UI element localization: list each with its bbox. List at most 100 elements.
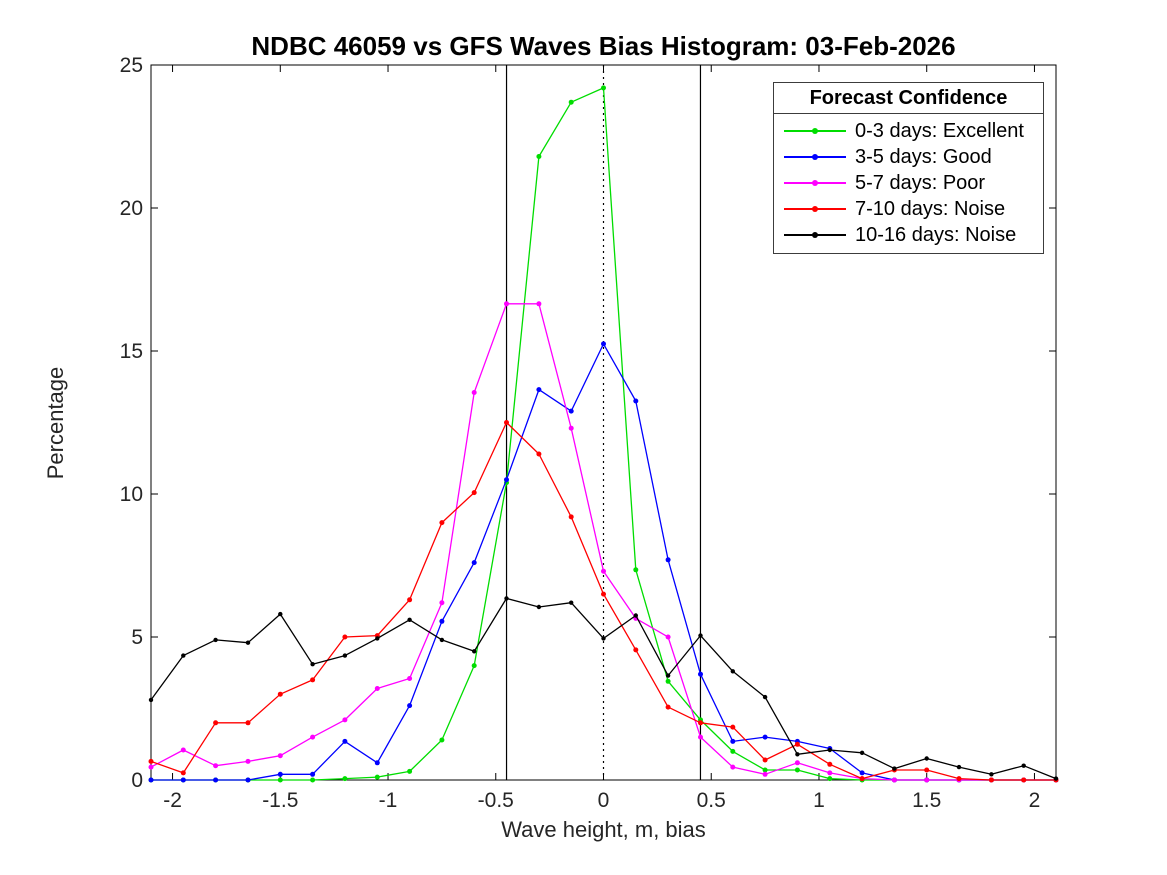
data-point-marker-10-16-days-noise <box>1053 776 1059 781</box>
data-point-marker-10-16-days-noise <box>569 600 574 605</box>
x-tick-label: -1 <box>379 789 398 812</box>
data-point-marker-5-7-days-poor <box>407 676 413 681</box>
legend-item: 5-7 days: Poor <box>774 170 1043 196</box>
data-point-marker-7-10-days-noise <box>827 761 833 767</box>
data-point-marker-3-5-days-good <box>407 703 413 709</box>
data-point-marker-7-10-days-noise <box>439 520 445 526</box>
data-point-marker-10-16-days-noise <box>1021 763 1026 768</box>
data-point-marker-0-3-days-excellent <box>794 767 800 773</box>
data-point-marker-3-5-days-good <box>471 560 477 566</box>
data-point-marker-7-10-days-noise <box>1021 777 1027 783</box>
legend-marker-dot <box>812 128 818 134</box>
x-tick-label: -0.5 <box>478 789 514 812</box>
legend-marker-dot <box>812 232 818 238</box>
y-tick-label: 5 <box>131 626 143 649</box>
data-point-marker-7-10-days-noise <box>924 767 930 773</box>
data-point-marker-10-16-days-noise <box>310 662 315 667</box>
data-point-marker-7-10-days-noise <box>794 741 800 747</box>
data-point-marker-3-5-days-good <box>504 477 509 483</box>
data-point-marker-0-3-days-excellent <box>471 663 477 669</box>
data-point-marker-3-5-days-good <box>859 770 865 776</box>
x-tick-label: 0.5 <box>697 789 726 812</box>
y-tick-label: 15 <box>120 340 143 363</box>
data-point-marker-5-7-days-poor <box>924 777 930 783</box>
data-point-marker-10-16-days-noise <box>278 611 283 617</box>
legend-item-label: 5-7 days: Poor <box>855 171 986 194</box>
data-point-marker-7-10-days-noise <box>245 720 251 726</box>
data-point-marker-10-16-days-noise <box>827 747 832 753</box>
data-point-marker-10-16-days-noise <box>536 604 542 610</box>
data-point-marker-7-10-days-noise <box>148 758 154 764</box>
legend-line-sample <box>784 230 846 240</box>
data-point-marker-7-10-days-noise <box>665 704 671 710</box>
data-point-marker-7-10-days-noise <box>180 770 186 776</box>
data-point-marker-0-3-days-excellent <box>633 567 639 573</box>
data-point-marker-5-7-days-poor <box>342 717 348 723</box>
data-point-marker-7-10-days-noise <box>407 597 413 603</box>
legend-line-sample <box>784 126 846 136</box>
legend-line-sample <box>784 152 846 162</box>
x-tick-label: -2 <box>163 789 182 812</box>
data-point-marker-7-10-days-noise <box>504 420 509 425</box>
data-point-marker-10-16-days-noise <box>989 772 994 777</box>
data-point-marker-3-5-days-good <box>342 738 348 744</box>
data-point-marker-7-10-days-noise <box>633 647 639 653</box>
data-point-marker-7-10-days-noise <box>536 451 542 457</box>
data-point-marker-3-5-days-good <box>665 557 671 563</box>
data-point-marker-7-10-days-noise <box>342 634 348 640</box>
legend-item: 0-3 days: Excellent <box>774 118 1043 144</box>
data-point-marker-5-7-days-poor <box>213 763 219 769</box>
data-point-marker-10-16-days-noise <box>439 637 445 643</box>
data-point-marker-10-16-days-noise <box>342 653 348 658</box>
legend-box: Forecast Confidence 0-3 days: Excellent 3… <box>773 82 1044 254</box>
y-tick-label: 25 <box>120 54 143 77</box>
data-point-marker-7-10-days-noise <box>310 677 316 683</box>
data-point-marker-10-16-days-noise <box>892 766 897 771</box>
data-point-marker-7-10-days-noise <box>730 724 736 730</box>
data-point-marker-10-16-days-noise <box>633 613 638 618</box>
data-point-marker-5-7-days-poor <box>504 301 509 307</box>
data-point-marker-0-3-days-excellent <box>277 777 283 783</box>
data-point-marker-7-10-days-noise <box>471 490 477 496</box>
y-tick-label: 0 <box>131 769 143 792</box>
data-point-marker-5-7-days-poor <box>827 770 833 776</box>
data-point-marker-7-10-days-noise <box>956 776 962 782</box>
data-point-marker-5-7-days-poor <box>665 634 671 640</box>
legend-item-label: 7-10 days: Noise <box>855 197 1006 220</box>
legend-item-label: 3-5 days: Good <box>855 145 992 168</box>
x-tick-label: 1 <box>813 789 825 812</box>
x-tick-label: 2 <box>1029 789 1041 812</box>
data-point-marker-7-10-days-noise <box>277 691 283 697</box>
data-point-marker-7-10-days-noise <box>213 720 219 726</box>
data-point-marker-3-5-days-good <box>180 777 186 783</box>
data-point-marker-10-16-days-noise <box>245 640 251 645</box>
legend-item: 7-10 days: Noise <box>774 196 1043 222</box>
data-point-marker-5-7-days-poor <box>891 777 897 783</box>
data-point-marker-5-7-days-poor <box>180 747 186 753</box>
data-point-marker-10-16-days-noise <box>504 596 509 601</box>
data-point-marker-10-16-days-noise <box>924 756 929 761</box>
data-point-marker-10-16-days-noise <box>375 636 380 641</box>
data-point-marker-0-3-days-excellent <box>310 777 316 783</box>
data-point-marker-0-3-days-excellent <box>407 768 413 774</box>
y-tick-label: 10 <box>120 483 143 506</box>
x-axis-label: Wave height, m, bias <box>501 817 706 842</box>
x-tick-label: 0 <box>598 789 610 812</box>
data-point-marker-10-16-days-noise <box>601 636 606 641</box>
data-point-marker-3-5-days-good <box>536 387 542 393</box>
data-point-marker-3-5-days-good <box>698 671 703 677</box>
legend-line-sample <box>784 178 846 188</box>
legend-title: Forecast Confidence <box>774 83 1043 114</box>
legend-item: 10-16 days: Noise <box>774 222 1043 248</box>
data-point-marker-5-7-days-poor <box>439 600 445 606</box>
data-point-marker-0-3-days-excellent <box>827 776 833 782</box>
data-point-marker-10-16-days-noise <box>407 617 412 622</box>
legend-marker-dot <box>812 180 818 186</box>
data-point-marker-0-3-days-excellent <box>762 767 768 773</box>
data-point-marker-0-3-days-excellent <box>730 748 736 754</box>
legend-item: 3-5 days: Good <box>774 144 1043 170</box>
data-point-marker-5-7-days-poor <box>794 760 800 766</box>
data-point-marker-5-7-days-poor <box>374 686 380 691</box>
data-point-marker-3-5-days-good <box>277 771 283 777</box>
